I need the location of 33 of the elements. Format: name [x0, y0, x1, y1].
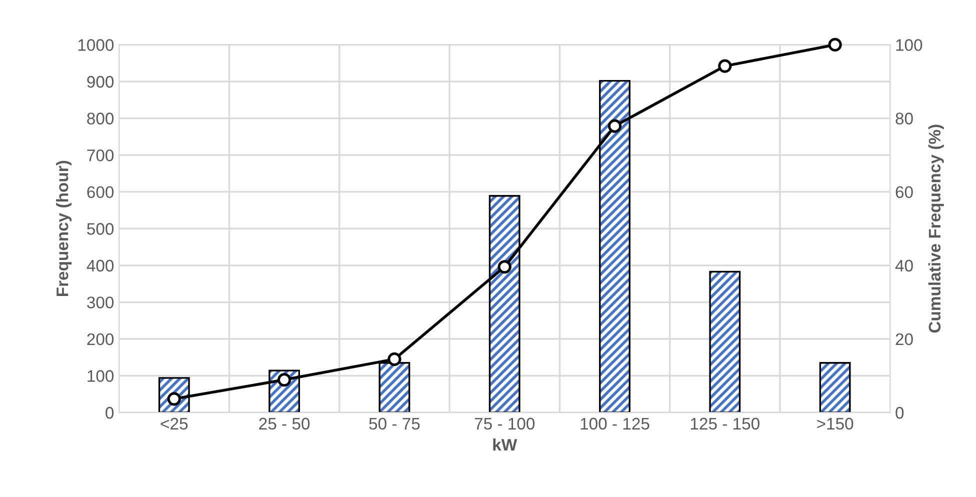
y-tick-label: 200	[87, 333, 114, 346]
y2-tick-label: 100	[896, 39, 922, 51]
x-tick-label: <25	[160, 418, 188, 430]
y-tick-label: 0	[106, 406, 114, 419]
y-tick-label: 700	[87, 149, 114, 162]
x-tick-label: 75 - 100	[474, 418, 535, 430]
x-tick-label: 125 - 150	[690, 418, 760, 430]
x-tick-label: 100 - 125	[580, 418, 650, 430]
point	[498, 260, 512, 274]
y2-axis-title: Cumulative Frequency (%)	[928, 124, 944, 333]
x-tick-label: >150	[817, 418, 854, 430]
y-tick-label: 800	[87, 112, 114, 124]
x-tick-label: 50 - 75	[369, 418, 420, 430]
y2-tick-label: 20	[896, 333, 913, 346]
y-tick-label: 400	[86, 260, 114, 272]
y-tick-label: 1000	[78, 39, 114, 51]
point	[828, 38, 842, 52]
y-axis-title: Frequency (hour)	[56, 160, 72, 296]
y-tick-label: 100	[88, 370, 114, 382]
y-tick-label: 500	[87, 223, 114, 235]
y-tick-label: 900	[87, 76, 114, 88]
y2-tick-label: 80	[896, 112, 913, 124]
point	[718, 59, 732, 73]
x-tick-label: 25 - 50	[259, 418, 310, 430]
y2-tick-label: 0	[896, 406, 904, 419]
point	[608, 119, 622, 133]
y-tick-label: 300	[87, 296, 114, 308]
point	[388, 352, 402, 366]
x-axis-title: kW	[493, 438, 518, 451]
y2-tick-label: 60	[896, 186, 913, 198]
point	[277, 372, 292, 387]
y2-tick-label: 40	[895, 260, 913, 272]
y-tick-label: 600	[87, 186, 114, 198]
